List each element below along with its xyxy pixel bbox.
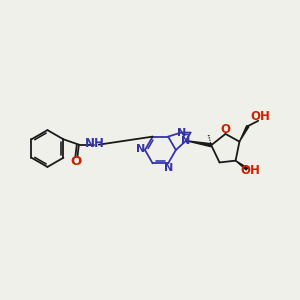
Text: O: O — [70, 155, 82, 168]
Text: NH: NH — [85, 137, 105, 150]
Polygon shape — [239, 126, 249, 142]
Polygon shape — [236, 161, 247, 170]
Polygon shape — [186, 141, 212, 147]
Text: N: N — [177, 128, 186, 137]
Text: O: O — [220, 123, 230, 136]
Text: N: N — [181, 136, 190, 146]
Text: N: N — [136, 144, 146, 154]
Text: N: N — [164, 163, 173, 173]
Text: OH: OH — [240, 164, 260, 177]
Text: OH: OH — [250, 110, 270, 123]
